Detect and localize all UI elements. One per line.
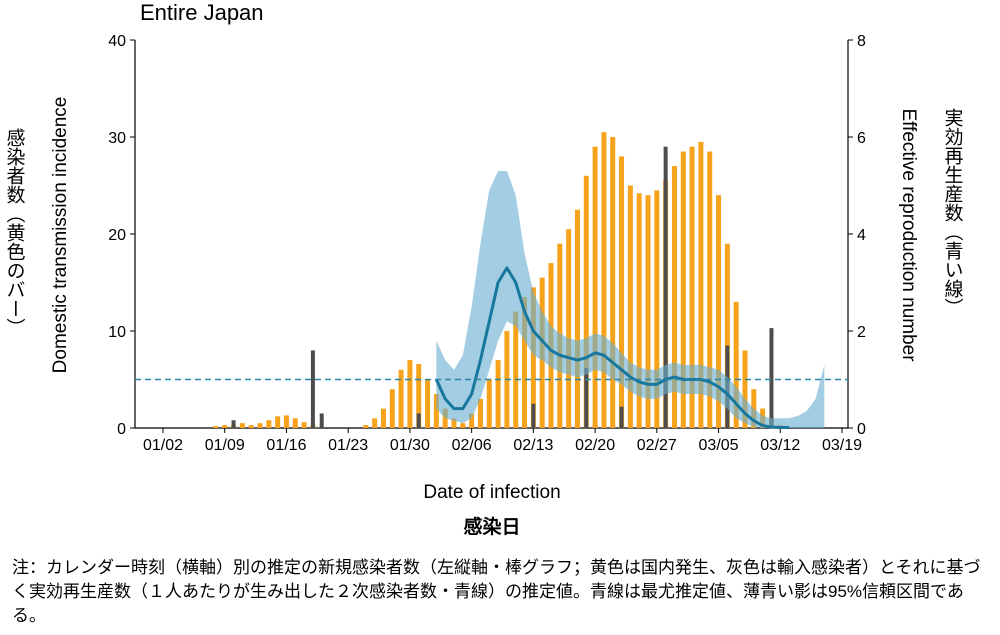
bar xyxy=(469,413,475,428)
bar xyxy=(416,413,421,428)
x-axis-label-ja: 感染日 xyxy=(463,515,520,538)
x-tick-label: 01/30 xyxy=(390,437,430,454)
y-tick-label: 20 xyxy=(108,227,126,244)
x-tick-label: 01/02 xyxy=(143,437,183,454)
bar xyxy=(707,151,713,429)
bar xyxy=(231,420,236,428)
bar xyxy=(248,425,254,428)
x-axis-label: Date of infection xyxy=(423,482,560,503)
bar xyxy=(601,132,607,428)
bar xyxy=(292,418,298,428)
bar xyxy=(627,185,633,428)
bar xyxy=(619,406,624,428)
y2-axis-label-ja: 実効再生産数（青い線） xyxy=(942,108,964,317)
bar xyxy=(584,367,589,428)
bar xyxy=(522,297,528,428)
bar xyxy=(222,425,228,428)
bar xyxy=(680,151,686,429)
bar xyxy=(513,311,519,428)
y2-tick-label: 4 xyxy=(857,227,866,244)
x-tick-label: 02/13 xyxy=(513,437,553,454)
bar xyxy=(460,423,466,428)
bar xyxy=(671,166,677,428)
bar xyxy=(477,398,483,428)
bar xyxy=(425,379,431,428)
y-tick-label: 10 xyxy=(108,324,126,341)
x-tick-label: 02/06 xyxy=(452,437,492,454)
bar xyxy=(645,195,651,428)
bar xyxy=(275,416,281,428)
chart: Entire Japan Date of infection 感染日 Domes… xyxy=(4,0,964,538)
bar xyxy=(380,408,386,428)
bar xyxy=(310,350,315,428)
bar xyxy=(530,287,536,428)
x-tick-label: 02/20 xyxy=(575,437,615,454)
y-tick-label: 30 xyxy=(108,130,126,147)
bar xyxy=(733,301,739,428)
bar xyxy=(583,175,589,428)
bar xyxy=(592,146,598,428)
y-axis-label-ja: 感染者数（黄色のバー） xyxy=(4,128,26,337)
bar xyxy=(531,403,536,428)
bar xyxy=(451,418,457,428)
x-tick-label: 01/23 xyxy=(328,437,368,454)
bar xyxy=(257,423,263,428)
y-axis-label: Domestic transmission incidence xyxy=(50,97,71,374)
bar xyxy=(389,389,395,428)
x-tick-label: 03/19 xyxy=(822,437,862,454)
bar xyxy=(372,418,378,428)
bar xyxy=(619,156,625,428)
bar xyxy=(689,146,695,428)
bar xyxy=(239,423,245,428)
x-tick-label: 03/12 xyxy=(760,437,800,454)
bar xyxy=(742,350,748,428)
note: 注：カレンダー時刻（横軸）別の推定の新規感染者数（左縦軸・棒グラフ；黄色は国内発… xyxy=(12,558,981,625)
chart-title: Entire Japan xyxy=(140,0,264,25)
y-tick-label: 0 xyxy=(117,421,126,438)
bar xyxy=(610,137,616,428)
y2-tick-label: 8 xyxy=(857,33,866,50)
bar xyxy=(363,425,369,428)
bar xyxy=(407,360,413,428)
bar xyxy=(769,328,774,428)
bar xyxy=(716,195,722,428)
rt-line xyxy=(434,266,790,430)
x-tick-label: 01/16 xyxy=(266,437,306,454)
bar xyxy=(663,146,668,428)
bar xyxy=(398,369,404,428)
bar xyxy=(636,193,642,428)
y2-axis-label: Effective reproduction number xyxy=(898,108,919,362)
bar xyxy=(495,360,501,428)
y2-tick-label: 6 xyxy=(857,130,866,147)
bar xyxy=(301,422,307,428)
y2-tick-label: 2 xyxy=(857,324,866,341)
bar xyxy=(416,363,422,428)
bar xyxy=(566,229,572,428)
bar xyxy=(654,190,660,428)
bar xyxy=(433,394,439,428)
bar xyxy=(319,413,324,428)
x-tick-label: 03/05 xyxy=(699,437,739,454)
bar xyxy=(266,420,272,428)
bar xyxy=(574,209,580,428)
y-tick-label: 40 xyxy=(108,33,126,50)
bar xyxy=(698,141,704,428)
x-tick-label: 02/27 xyxy=(637,437,677,454)
bar xyxy=(283,415,289,428)
bar xyxy=(486,379,492,428)
bar xyxy=(724,243,730,428)
x-tick-label: 01/09 xyxy=(205,437,245,454)
bar xyxy=(213,426,219,428)
y2-tick-label: 0 xyxy=(857,421,866,438)
